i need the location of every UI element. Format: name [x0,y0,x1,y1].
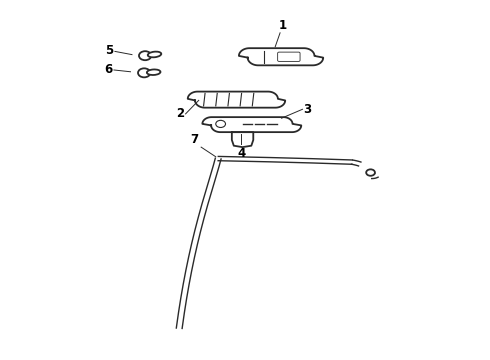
FancyBboxPatch shape [278,52,300,62]
Text: 4: 4 [237,147,245,160]
Text: 7: 7 [190,133,198,146]
Text: 3: 3 [303,103,312,116]
Polygon shape [188,91,285,108]
Text: 2: 2 [176,107,184,120]
Ellipse shape [147,69,160,75]
Text: 5: 5 [105,44,114,57]
Circle shape [366,169,375,176]
Circle shape [216,120,225,127]
Polygon shape [239,48,323,65]
Polygon shape [232,132,253,147]
Circle shape [139,51,151,60]
Circle shape [138,68,150,77]
Text: 1: 1 [279,19,287,32]
Polygon shape [202,117,301,132]
Ellipse shape [148,51,161,57]
Text: 6: 6 [104,63,113,76]
